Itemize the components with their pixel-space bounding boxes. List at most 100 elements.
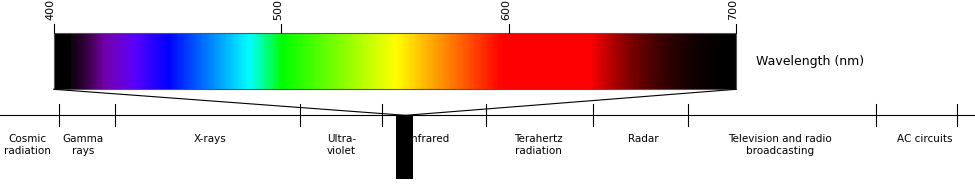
Bar [579, 33, 581, 89]
Bar [67, 33, 70, 89]
Bar [628, 33, 631, 89]
Bar [707, 33, 710, 89]
Bar [271, 33, 274, 89]
Bar [106, 33, 109, 89]
Bar [594, 33, 597, 89]
Bar [183, 33, 186, 89]
Bar [478, 33, 481, 89]
Bar [505, 33, 508, 89]
Bar [555, 33, 558, 89]
Bar [719, 33, 722, 89]
Bar [351, 33, 354, 89]
Bar [307, 33, 309, 89]
Bar [308, 33, 311, 89]
Bar [378, 33, 381, 89]
Bar [464, 33, 467, 89]
Bar [661, 33, 664, 89]
Bar [115, 33, 118, 89]
Bar [341, 33, 343, 89]
Bar [174, 33, 176, 89]
Bar [288, 33, 291, 89]
Bar [72, 33, 75, 89]
Bar [611, 33, 614, 89]
Bar [722, 33, 725, 89]
Bar [621, 33, 624, 89]
Bar [371, 33, 374, 89]
Bar [541, 33, 544, 89]
Bar [635, 33, 638, 89]
Bar [274, 33, 277, 89]
Bar [92, 33, 94, 89]
Bar [259, 33, 261, 89]
Bar [729, 33, 732, 89]
Bar [365, 33, 368, 89]
Bar [113, 33, 116, 89]
Bar [249, 33, 252, 89]
Bar [197, 33, 200, 89]
Bar [609, 33, 612, 89]
Bar [231, 33, 234, 89]
Bar [373, 33, 376, 89]
Bar [81, 33, 84, 89]
Bar [516, 33, 518, 89]
Bar [396, 33, 399, 89]
Bar [367, 33, 370, 89]
Bar [600, 33, 602, 89]
Bar [575, 33, 578, 89]
Bar [582, 33, 585, 89]
Bar [521, 33, 524, 89]
Bar [110, 33, 113, 89]
Bar [238, 33, 241, 89]
Bar [412, 33, 415, 89]
Bar [228, 33, 231, 89]
Bar [65, 33, 68, 89]
Bar [690, 33, 692, 89]
Bar [668, 33, 671, 89]
Bar [514, 33, 517, 89]
Bar [350, 33, 352, 89]
Bar [180, 33, 183, 89]
Bar [245, 33, 248, 89]
Bar [468, 33, 470, 89]
Bar [172, 33, 175, 89]
Bar [732, 33, 735, 89]
Bar [455, 33, 458, 89]
Bar [632, 33, 635, 89]
Bar [226, 33, 229, 89]
Bar [716, 33, 719, 89]
Bar [346, 33, 349, 89]
Bar [203, 33, 205, 89]
Bar [625, 33, 628, 89]
Bar [54, 33, 57, 89]
Bar [78, 33, 80, 89]
Bar [221, 33, 224, 89]
Bar [71, 33, 73, 89]
Text: 600: 600 [501, 0, 511, 20]
Bar [714, 33, 717, 89]
Bar [211, 33, 214, 89]
Bar [337, 33, 340, 89]
Bar [176, 33, 179, 89]
Bar [170, 33, 173, 89]
Bar [389, 33, 392, 89]
Bar [369, 33, 371, 89]
Bar [273, 33, 275, 89]
Bar [399, 33, 402, 89]
Bar [543, 33, 546, 89]
Bar [446, 33, 448, 89]
Bar [607, 33, 610, 89]
Bar [727, 33, 730, 89]
Bar [276, 33, 279, 89]
Bar [267, 33, 270, 89]
Bar [596, 33, 599, 89]
Bar [673, 33, 676, 89]
Bar [391, 33, 393, 89]
Bar [153, 33, 156, 89]
Bar [604, 33, 607, 89]
Bar [146, 33, 148, 89]
Bar [384, 33, 386, 89]
Bar [421, 33, 424, 89]
Bar [237, 33, 239, 89]
Bar [219, 33, 222, 89]
Bar [418, 33, 420, 89]
